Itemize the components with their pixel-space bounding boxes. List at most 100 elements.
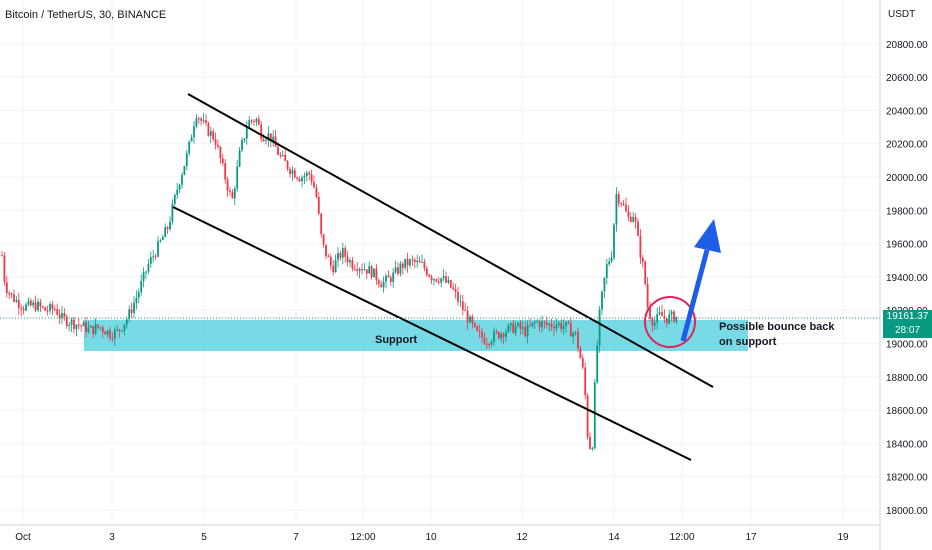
candle xyxy=(373,268,375,278)
candle xyxy=(601,290,603,315)
candle xyxy=(241,137,243,153)
candle xyxy=(370,264,373,280)
candle xyxy=(32,299,35,309)
candle xyxy=(219,145,222,164)
candle xyxy=(593,378,596,450)
candle xyxy=(658,306,661,316)
candle xyxy=(514,321,517,337)
candle xyxy=(298,176,301,182)
candle xyxy=(301,175,303,188)
candle xyxy=(560,319,563,333)
candle xyxy=(584,362,587,400)
candle xyxy=(27,297,30,307)
candle xyxy=(353,264,356,272)
candle xyxy=(185,149,188,171)
candle xyxy=(233,185,236,206)
candle xyxy=(15,296,18,303)
candle xyxy=(641,254,644,268)
time-axis-ticks[interactable]: Oct 3 5 7 12:00 10 12 14 12:00 17 19 xyxy=(15,532,849,543)
candle xyxy=(315,184,318,199)
candle xyxy=(509,322,512,332)
candle xyxy=(483,332,486,346)
candle xyxy=(634,213,637,229)
candle xyxy=(574,331,577,336)
candle xyxy=(344,245,347,263)
candle xyxy=(505,328,507,343)
candle xyxy=(411,255,414,266)
candle xyxy=(113,327,116,346)
candle xyxy=(526,320,529,344)
candle xyxy=(255,117,258,127)
candle xyxy=(589,432,591,450)
candle xyxy=(279,152,282,159)
candle xyxy=(351,256,354,272)
candle xyxy=(368,261,371,274)
candle xyxy=(265,137,267,145)
candle xyxy=(387,270,390,278)
candle xyxy=(622,199,625,206)
candle xyxy=(77,318,80,330)
candle xyxy=(157,236,159,258)
candle xyxy=(651,316,654,333)
candle xyxy=(668,309,671,325)
candle xyxy=(161,234,164,241)
candle xyxy=(562,319,565,335)
candle xyxy=(80,324,83,333)
candle xyxy=(8,291,11,300)
candle xyxy=(212,128,215,142)
candle xyxy=(524,321,527,339)
candle xyxy=(89,324,92,328)
candle xyxy=(51,300,54,316)
candle xyxy=(317,191,320,216)
candle xyxy=(75,324,78,337)
candle xyxy=(404,258,407,271)
price-tick-12: 18400.00 xyxy=(886,439,928,450)
bounce-label-line1: Possible bounce back xyxy=(719,321,835,333)
highlight-circle[interactable] xyxy=(644,296,696,348)
candle xyxy=(39,298,42,313)
candle xyxy=(500,331,503,343)
candle-countdown: 28:07 xyxy=(894,325,921,336)
candle xyxy=(209,126,212,144)
candle xyxy=(457,287,459,306)
candle xyxy=(449,279,452,289)
time-tick-10: 19 xyxy=(837,532,849,543)
candle xyxy=(272,130,275,147)
candle xyxy=(598,305,601,353)
price-axis-ticks[interactable]: 20800.00 20600.00 20400.00 20200.00 20000.00… xyxy=(886,40,928,517)
candle xyxy=(620,202,623,208)
price-tick-5: 19800.00 xyxy=(886,206,928,217)
candle xyxy=(128,305,131,323)
candle xyxy=(334,254,337,273)
candle xyxy=(512,319,515,334)
candle xyxy=(617,190,620,208)
candle xyxy=(382,276,385,293)
channel-upper-line[interactable] xyxy=(187,93,714,388)
candle xyxy=(409,257,411,269)
candle xyxy=(497,331,500,340)
candle xyxy=(538,319,541,333)
candle xyxy=(260,120,263,143)
candle xyxy=(435,278,438,283)
candle xyxy=(663,309,666,324)
candle xyxy=(92,325,95,339)
chart-title: Bitcoin / TetherUS, 30, BINANCE xyxy=(5,9,167,21)
candle xyxy=(639,228,642,265)
candle xyxy=(34,295,37,312)
last-price-value: 19161.37 xyxy=(886,311,929,322)
candle xyxy=(181,171,183,189)
candle xyxy=(495,328,498,335)
candle xyxy=(125,316,128,329)
bounce-arrow[interactable] xyxy=(680,219,721,342)
candle xyxy=(507,323,510,333)
candle xyxy=(289,166,291,178)
candle xyxy=(231,189,234,199)
candle xyxy=(217,139,219,149)
candle xyxy=(109,326,111,342)
candle xyxy=(200,116,203,126)
time-tick-0: Oct xyxy=(15,532,31,543)
candle xyxy=(20,304,23,317)
channel-lower-line[interactable] xyxy=(172,206,692,461)
time-tick-5: 10 xyxy=(425,532,437,543)
